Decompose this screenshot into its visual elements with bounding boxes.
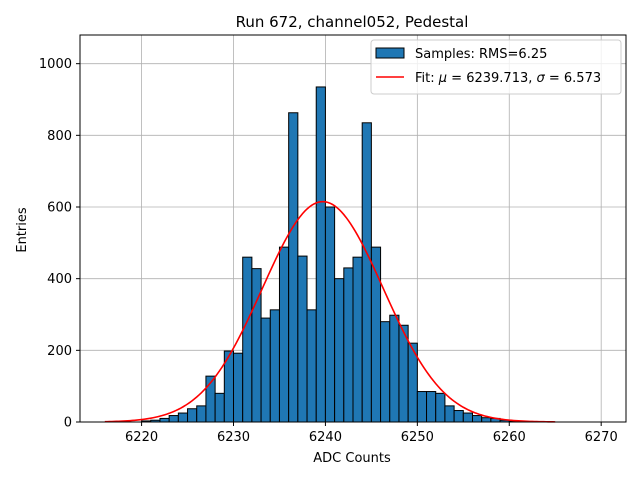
x-tick-label: 6220 [125,430,158,445]
histogram-bar [159,417,170,423]
y-tick-label: 800 [47,129,72,144]
y-axis-label: Entries [15,207,30,253]
histogram-bar [269,309,280,423]
legend: Samples: RMS=6.25 Fit: μ = 6239.713, σ =… [370,39,622,95]
histogram-bar [389,314,400,423]
histogram-bar [380,321,391,423]
plot-frame [79,34,627,423]
x-axis-label: ADC Counts [313,451,391,466]
histogram-bar [361,122,372,423]
histogram-bar [334,278,345,423]
x-axis-ticks: 6220 6230 6240 6250 6260 6270 [125,422,618,445]
histogram-bar [168,415,179,423]
x-tick-label: 6250 [401,430,434,445]
histogram-bar [462,412,473,423]
y-tick-label: 0 [64,416,72,431]
x-tick-label: 6230 [217,430,250,445]
histogram-bar [288,112,299,423]
histogram-bar [324,206,336,423]
histogram-bar [453,410,464,423]
histogram-bar [214,392,225,423]
histogram-bar [251,268,262,423]
histogram-bar [416,391,428,423]
legend-fit-sigma-symbol: σ [537,71,546,86]
x-tick-label: 6270 [585,430,618,445]
histogram-bar [481,417,492,423]
legend-fit-sigma-value: = 6.573 [545,71,601,86]
histogram-bar [187,408,198,423]
legend-histogram-swatch [375,47,405,59]
fit-curve-group [104,200,556,423]
histogram-bar [196,405,207,423]
y-tick-label: 400 [47,272,72,287]
histogram-bar [297,255,308,423]
histogram-bar [306,309,317,423]
histogram-bars [141,86,519,423]
legend-fit-label: Fit: μ = 6239.713, σ = 6.573 [415,71,601,86]
histogram-bar [242,256,253,423]
x-tick-label: 6240 [309,430,342,445]
legend-box [370,39,622,95]
y-tick-label: 1000 [39,57,72,72]
histogram-bar [233,352,244,423]
histogram-bar [278,246,290,423]
legend-fit-mu-value: = 6239.713, [447,71,536,86]
histogram-bar [315,86,326,423]
fit-curve [104,200,556,423]
y-tick-label: 600 [47,201,72,216]
histogram-bar [352,256,363,423]
y-tick-label: 200 [47,344,72,359]
histogram-bar [426,391,437,423]
histogram-bar [444,405,455,423]
histogram-bar [435,392,446,423]
chart-title: Run 672, channel052, Pedestal [236,13,469,31]
x-tick-label: 6260 [493,430,526,445]
legend-histogram-label: Samples: RMS=6.25 [415,47,547,62]
legend-fit-mu-symbol: μ [438,71,447,86]
y-axis-ticks: 0 200 400 600 800 1000 [39,57,80,431]
histogram-bar [471,415,483,423]
histogram-bar [177,412,189,423]
histogram-bar [260,317,271,423]
legend-fit-prefix: Fit: [415,71,439,86]
histogram-bar [343,267,354,423]
